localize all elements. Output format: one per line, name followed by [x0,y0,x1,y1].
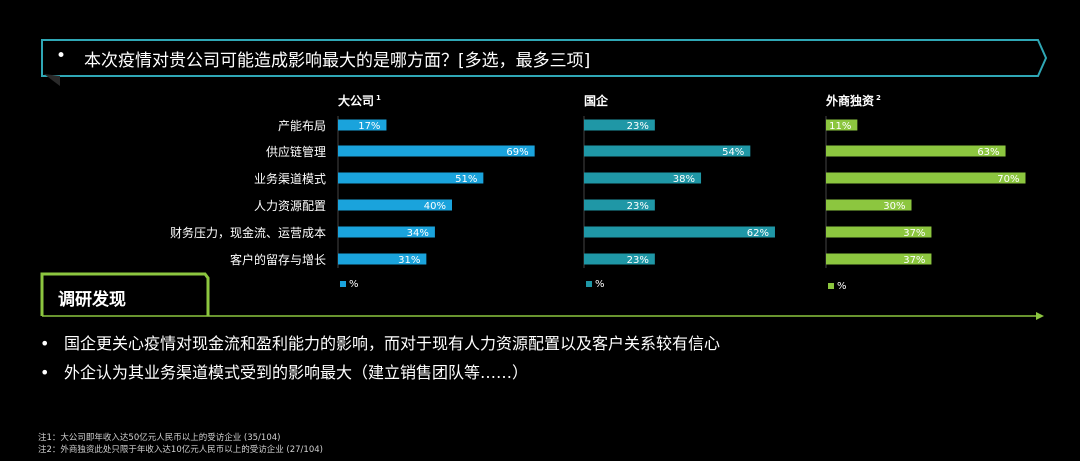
survey-bar-chart: 产能布局供应链管理业务渠道模式人力资源配置财务压力，现金流、运营成本客户的留存与… [170,93,1026,292]
category-label: 供应链管理 [266,144,326,159]
bar [584,119,655,131]
bar [826,253,932,265]
bar-value-label: 51% [455,174,477,185]
legend-swatch [340,281,346,287]
bar [338,145,535,157]
finding-item: • 国企更关心疫情对现金流和盈利能力的影响，而对于现有人力资源配置以及客户关系较有… [40,330,720,354]
category-label: 客户的留存与增长 [230,252,326,267]
bar [338,226,435,238]
bar-value-label: 40% [424,201,446,212]
bar-value-label: 70% [997,174,1019,185]
bar [826,145,1006,157]
legend-unit-label: % [837,281,847,292]
bar [338,119,387,131]
category-label: 财务压力，现金流、运营成本 [170,225,326,240]
bar-value-label: 17% [358,121,380,132]
question-text: 本次疫情对贵公司可能造成影响最大的是哪方面？[多选，最多三项] [84,51,591,71]
bar [338,172,484,184]
category-label: 业务渠道模式 [254,171,326,186]
bar [826,199,912,211]
question-frame [41,39,1048,86]
legend-unit-label: % [349,279,359,290]
bar [826,226,932,238]
finding-bullet: • [40,334,50,353]
footnote-mark: 1 [376,94,381,102]
bar-value-label: 69% [506,147,528,158]
footnote-2: 注2：外商独资此处只限于年收入达10亿元人民币以上的受访企业 (27/104) [38,445,323,455]
findings-frame [40,272,1044,320]
bar [584,253,655,265]
footnote-mark: 2 [876,94,881,102]
bar-value-label: 37% [903,255,925,266]
bar-value-label: 37% [903,228,925,239]
bar-value-label: 62% [747,228,769,239]
bar [826,172,1026,184]
finding-text: 外企认为其业务渠道模式受到的影响最大（建立销售团队等……） [64,363,529,382]
bar [826,119,858,131]
category-label: 产能布局 [278,119,326,133]
bar-value-label: 63% [977,147,999,158]
bar-value-label: 31% [398,255,420,266]
series-header: 国企 [584,93,609,108]
bar-value-label: 54% [722,147,744,158]
bar [584,172,702,184]
findings-title: 调研发现 [58,290,126,310]
bar [338,199,452,211]
bar [584,226,775,238]
bar [584,145,751,157]
legend-swatch [586,281,592,287]
bar-value-label: 38% [673,174,695,185]
bar-value-label: 23% [627,255,649,266]
bar-value-label: 34% [407,228,429,239]
bar-value-label: 23% [627,121,649,132]
bar-value-label: 23% [627,201,649,212]
footnote-1: 注1：大公司即年收入达50亿元人民币以上的受访企业 (35/104) [38,433,281,443]
finding-item: • 外企认为其业务渠道模式受到的影响最大（建立销售团队等……） [40,359,528,383]
series-header: 外商独资 2 [826,93,881,108]
bar [338,253,427,265]
question-bullet: • [56,46,67,66]
category-label: 人力资源配置 [254,199,326,213]
bar-value-label: 30% [883,201,905,212]
finding-text: 国企更关心疫情对现金流和盈利能力的影响，而对于现有人力资源配置以及客户关系较有信… [64,334,721,353]
bar [584,199,655,211]
finding-bullet: • [40,363,50,382]
legend-swatch [828,283,834,289]
legend-unit-label: % [595,279,605,290]
bar-value-label: 11% [829,121,851,132]
series-header: 大公司 1 [338,93,381,108]
